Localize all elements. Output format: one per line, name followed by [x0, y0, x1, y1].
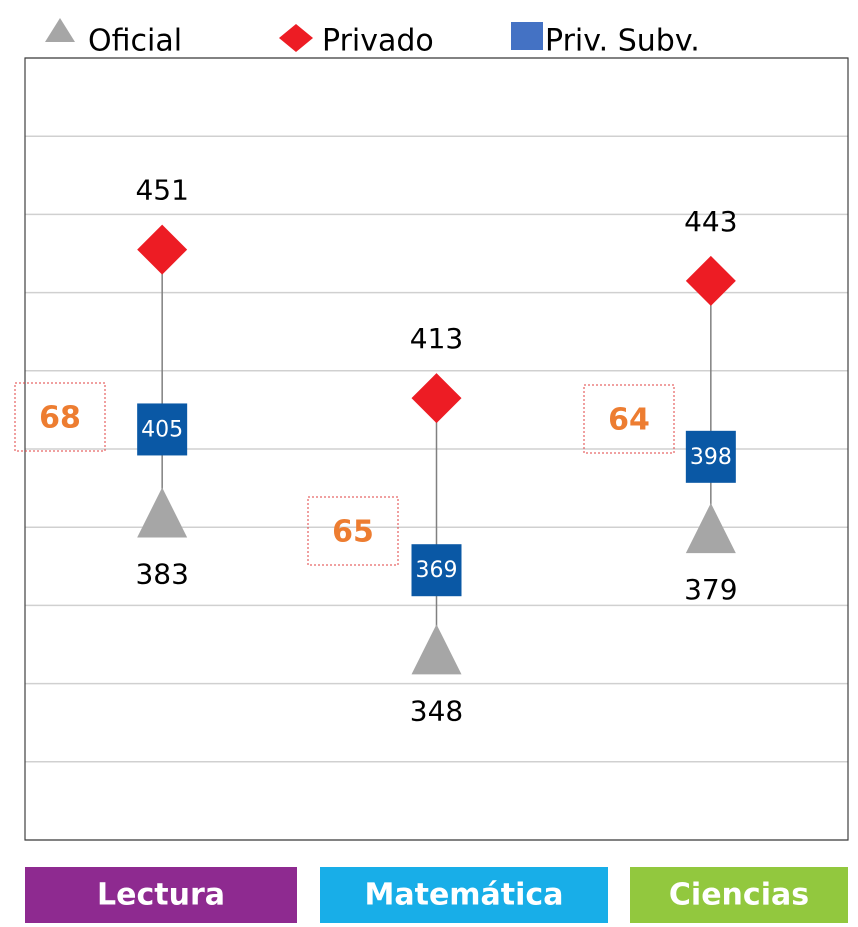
value-label: 369 — [416, 558, 458, 583]
triangle-marker — [137, 487, 188, 538]
legend-marker — [45, 18, 75, 42]
gap-box — [307, 496, 399, 566]
triangle-marker — [411, 624, 462, 675]
value-label: 443 — [684, 205, 737, 238]
value-label: 398 — [690, 445, 732, 470]
legend-label: Oficial — [88, 24, 182, 59]
diamond-marker — [685, 255, 736, 306]
square-marker — [411, 544, 462, 597]
category-box — [320, 867, 608, 923]
diamond-marker — [411, 373, 462, 424]
value-label: 451 — [135, 174, 188, 207]
value-label: 379 — [684, 573, 737, 606]
value-label: 405 — [141, 417, 183, 442]
category-label: Lectura — [97, 878, 225, 913]
value-label: 348 — [410, 694, 463, 727]
category-box — [25, 867, 297, 923]
gap-label: 68 — [39, 401, 81, 436]
legend-marker — [511, 22, 543, 50]
gap-box — [583, 384, 675, 454]
plot-frame — [24, 57, 849, 841]
value-label: 383 — [135, 557, 188, 590]
triangle-marker — [685, 503, 736, 554]
square-marker — [685, 430, 736, 483]
gap-box — [14, 382, 106, 452]
legend-marker — [279, 24, 313, 52]
value-label: 413 — [410, 322, 463, 355]
gap-label: 65 — [332, 515, 374, 550]
gap-label: 64 — [608, 403, 650, 438]
category-label: Ciencias — [669, 878, 809, 913]
square-marker — [137, 403, 188, 456]
category-box — [630, 867, 848, 923]
category-label: Matemática — [365, 878, 564, 913]
legend-label: Privado — [322, 24, 434, 59]
diamond-marker — [137, 224, 188, 275]
legend-label: Priv. Subv. — [545, 24, 700, 59]
